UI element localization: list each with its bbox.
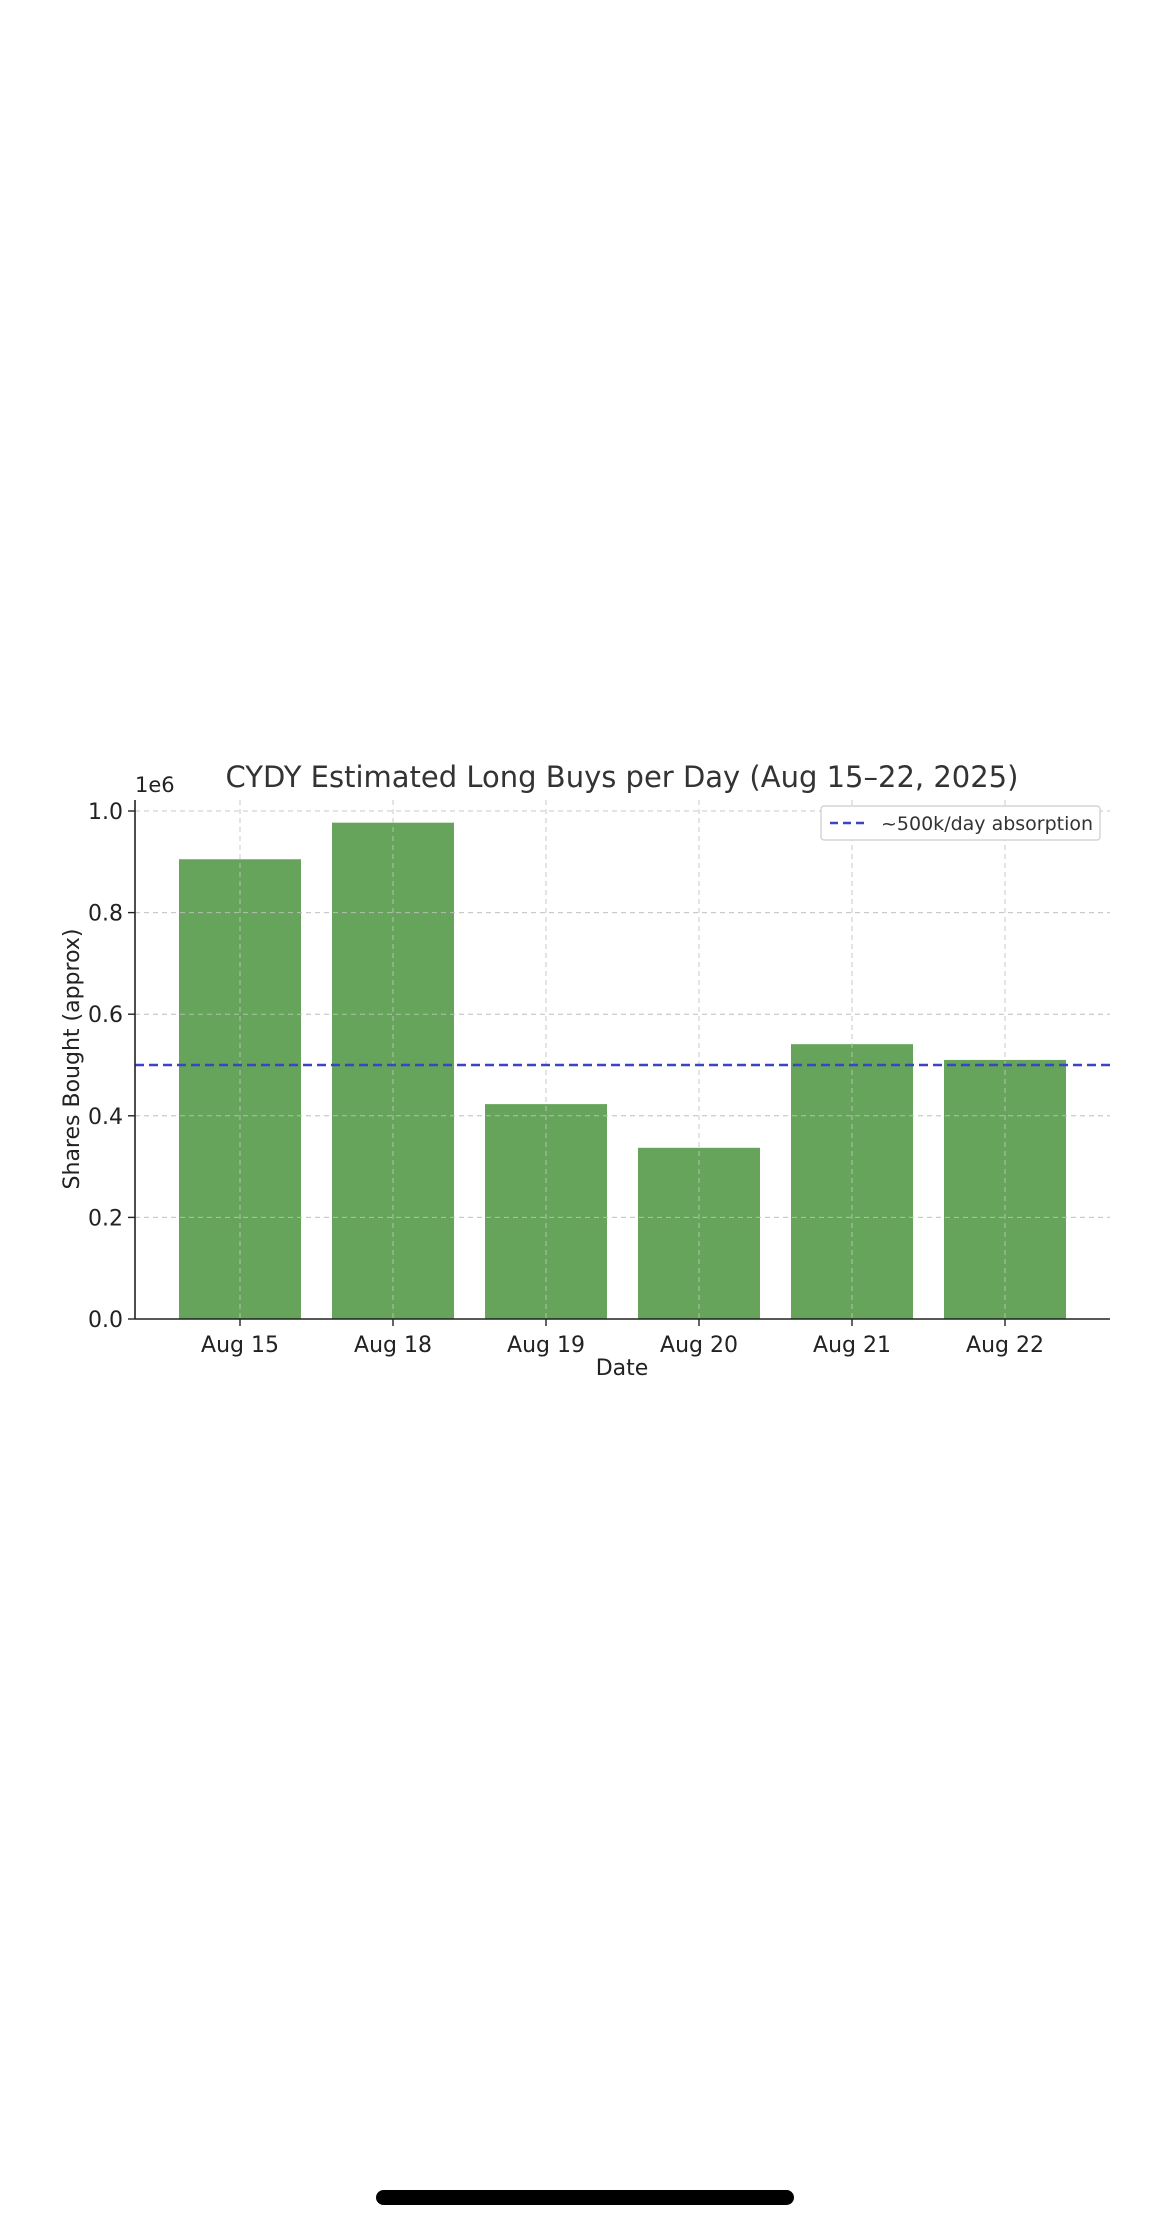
- y-tick-label: 0.0: [88, 1308, 123, 1333]
- chart-title: CYDY Estimated Long Buys per Day (Aug 15…: [226, 760, 1019, 794]
- x-tick-label: Aug 21: [813, 1333, 891, 1358]
- x-tick-label: Aug 18: [354, 1333, 432, 1358]
- legend: ~500k/day absorption: [820, 805, 1101, 841]
- x-tick-label: Aug 15: [201, 1333, 279, 1358]
- ticks: 0.0 0.2 0.4 0.6 0.8 1.0 Aug 15 Aug 18 Aug 19 Aug …: [88, 800, 1044, 1358]
- y-tick-label: 0.8: [88, 902, 123, 927]
- legend-box: [820, 805, 1101, 841]
- y-tick-label: 1.0: [88, 800, 123, 825]
- axes: [134, 800, 1110, 1320]
- y-axis-label: Shares Bought (approx): [60, 929, 85, 1190]
- home-indicator: [376, 2190, 794, 2205]
- x-axis-label: Date: [596, 1356, 649, 1381]
- y-tick-label: 0.4: [88, 1105, 123, 1130]
- x-tick-label: Aug 20: [660, 1333, 738, 1358]
- x-tick-label: Aug 22: [966, 1333, 1044, 1358]
- bars: [135, 800, 1110, 1319]
- legend-label: ~500k/day absorption: [881, 813, 1093, 835]
- bar-aug-19: [485, 1104, 607, 1319]
- y-tick-label: 0.2: [88, 1206, 123, 1231]
- y-tick-label: 0.6: [88, 1003, 123, 1028]
- y-offset-text: 1e6: [135, 773, 175, 797]
- x-tick-label: Aug 19: [507, 1333, 585, 1358]
- grid-overlay: [135, 800, 1110, 1319]
